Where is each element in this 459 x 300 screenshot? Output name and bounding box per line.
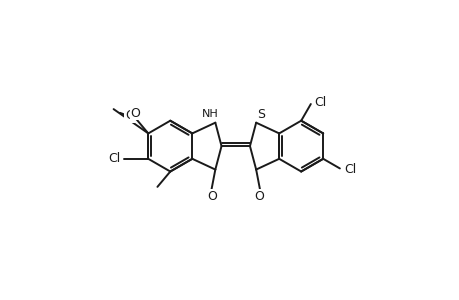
Text: O: O: [130, 107, 140, 120]
Text: S: S: [256, 108, 264, 121]
Text: O: O: [254, 190, 263, 203]
Text: NH: NH: [202, 109, 218, 119]
Text: O: O: [207, 190, 217, 203]
Text: Cl: Cl: [108, 152, 120, 165]
Text: Cl: Cl: [314, 96, 326, 109]
Text: Cl: Cl: [343, 164, 355, 176]
Text: O: O: [124, 109, 134, 122]
